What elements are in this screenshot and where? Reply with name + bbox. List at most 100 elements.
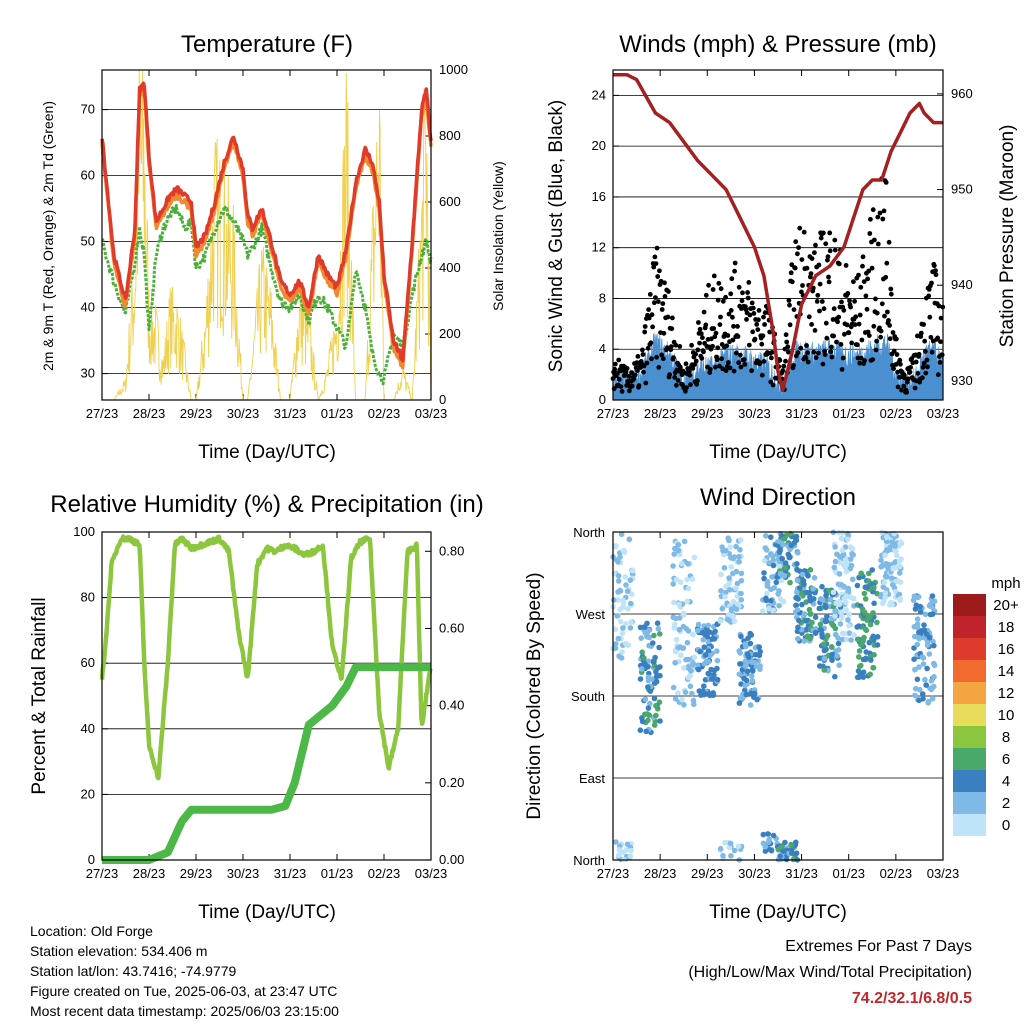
direction-point xyxy=(745,635,751,641)
y-tick-label: 40 xyxy=(81,300,95,315)
gust-point xyxy=(788,270,794,276)
direction-point xyxy=(726,581,732,587)
gust-point xyxy=(660,356,666,362)
legend-swatch xyxy=(953,616,986,638)
gust-point xyxy=(703,322,709,328)
gust-point xyxy=(866,333,872,338)
direction-point xyxy=(765,831,771,837)
direction-point xyxy=(705,622,712,629)
gust-point xyxy=(693,351,698,357)
gust-point xyxy=(616,377,622,382)
direction-point xyxy=(777,853,783,859)
gust-point xyxy=(812,328,818,333)
direction-point xyxy=(776,538,782,545)
direction-point xyxy=(714,657,721,664)
direction-point xyxy=(811,575,818,581)
gust-point xyxy=(714,357,720,363)
direction-point xyxy=(838,615,845,622)
direction-point xyxy=(832,625,839,632)
gust-point xyxy=(806,314,812,320)
direction-point xyxy=(920,655,926,661)
gust-point xyxy=(808,271,814,276)
x-tick-label: 31/23 xyxy=(274,406,307,421)
direction-point xyxy=(628,847,634,854)
direction-point xyxy=(926,634,933,641)
direction-point xyxy=(931,674,937,680)
gust-point xyxy=(811,349,817,355)
x-tick-label: 31/23 xyxy=(785,866,818,881)
direction-point xyxy=(845,587,852,594)
gust-point xyxy=(879,301,885,307)
gust-point xyxy=(857,360,863,366)
direction-point xyxy=(627,853,634,859)
direction-point xyxy=(793,537,800,543)
direction-point xyxy=(685,561,691,567)
direction-point xyxy=(859,606,866,612)
direction-point xyxy=(843,593,850,599)
direction-point xyxy=(711,672,717,678)
gust-point xyxy=(654,354,659,360)
y2-tick-label: 950 xyxy=(951,182,973,197)
direction-point xyxy=(843,607,849,613)
y2-tick-label: 0.80 xyxy=(439,543,464,558)
gust-point xyxy=(869,265,875,271)
gust-point xyxy=(700,335,705,341)
x-tick-label: 01/23 xyxy=(832,406,865,421)
direction-point xyxy=(719,605,726,612)
legend-label: 14 xyxy=(998,663,1015,680)
direction-point xyxy=(730,598,737,605)
direction-point xyxy=(836,662,842,668)
direction-point xyxy=(738,577,745,584)
direction-point xyxy=(643,728,649,735)
direction-point xyxy=(616,846,623,853)
direction-point xyxy=(914,676,921,683)
gust-point xyxy=(899,387,904,393)
gust-point xyxy=(858,284,864,290)
x-tick-label: 30/23 xyxy=(738,406,771,421)
direction-point xyxy=(675,690,681,696)
gust-point xyxy=(921,360,927,366)
direction-point xyxy=(823,592,829,599)
gust-point xyxy=(750,329,756,335)
direction-point xyxy=(654,620,661,626)
direction-point xyxy=(613,839,619,845)
direction-point xyxy=(878,564,884,570)
direction-point xyxy=(914,641,921,648)
gust-point xyxy=(642,324,648,329)
gust-point xyxy=(735,324,740,329)
x-tick-label: 28/23 xyxy=(133,406,166,421)
direction-point xyxy=(880,584,887,590)
direction-point xyxy=(705,659,712,665)
direction-point xyxy=(817,626,824,633)
direction-point xyxy=(639,649,645,655)
direction-point xyxy=(645,663,651,670)
y-tick-label: 0 xyxy=(88,852,95,867)
gust-point xyxy=(643,380,649,386)
direction-point xyxy=(764,578,771,585)
gust-point xyxy=(859,337,865,343)
direction-point xyxy=(832,613,838,619)
direction-point xyxy=(912,606,919,612)
gust-point xyxy=(746,342,752,348)
gust-point xyxy=(880,216,886,222)
direction-point xyxy=(736,700,743,706)
direction-point xyxy=(627,600,634,607)
gust-point xyxy=(801,229,807,235)
gust-point xyxy=(878,334,883,340)
direction-point xyxy=(747,630,753,637)
direction-point xyxy=(689,690,695,697)
direction-point xyxy=(616,852,622,858)
direction-point xyxy=(647,688,654,694)
x-tick-label: 02/23 xyxy=(368,866,401,881)
gust-point xyxy=(728,308,734,313)
gust-point xyxy=(635,354,641,359)
y2-tick-label: 600 xyxy=(439,194,461,209)
gust-point xyxy=(732,268,737,274)
direction-point xyxy=(671,551,677,557)
gust-point xyxy=(865,276,870,282)
direction-point xyxy=(736,559,742,565)
direction-point xyxy=(617,618,624,625)
direction-point xyxy=(719,544,725,550)
gust-point xyxy=(795,350,801,356)
direction-point xyxy=(854,624,860,630)
